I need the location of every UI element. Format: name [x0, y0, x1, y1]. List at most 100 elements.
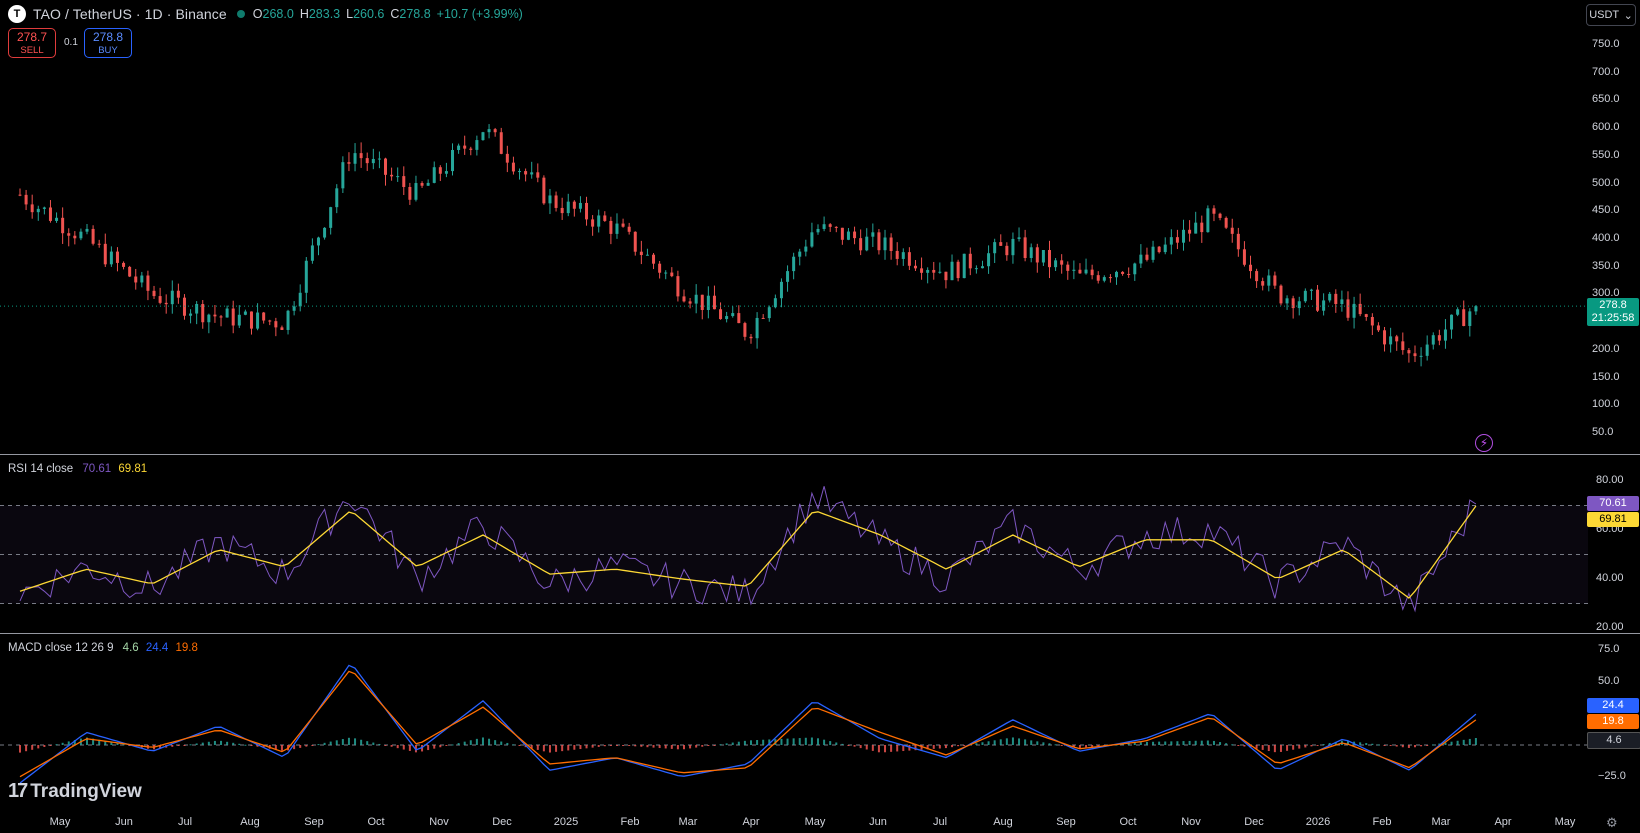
macd-histogram-bar [817, 738, 820, 745]
macd-histogram-bar [1036, 741, 1039, 745]
candle [1035, 247, 1039, 263]
macd-histogram-bar [762, 739, 765, 745]
lightning-icon[interactable]: ⚡ [1475, 434, 1493, 452]
macd-histogram-bar [1292, 745, 1295, 750]
price-pane [0, 124, 1588, 367]
candle [731, 313, 735, 317]
candle [950, 261, 954, 281]
macd-histogram-bar [804, 737, 807, 745]
signal-label: 19.8 [1587, 714, 1639, 729]
macd-histogram-bar [293, 745, 296, 750]
symbol-title[interactable]: TAO / TetherUS · 1D · Binance [33, 6, 227, 22]
candle [164, 302, 168, 305]
macd-histogram-bar [725, 743, 728, 745]
time-axis[interactable]: May Jun Jul Aug Sep Oct Nov Dec 2025 Feb Mar Apr May… [0, 812, 1588, 833]
macd-histogram-bar [890, 745, 893, 752]
ohlc-open: O268.0 [252, 7, 294, 21]
candle [353, 153, 357, 164]
price-tick: 450.0 [1592, 204, 1620, 217]
candle [1041, 250, 1045, 263]
candle [298, 292, 302, 307]
candle [286, 310, 290, 330]
macd-legend[interactable]: MACD close 12 26 9 4.6 24.4 19.8 [8, 642, 198, 654]
candle [213, 314, 217, 317]
time-tick: Jul [932, 816, 948, 828]
macd-histogram-bar [750, 740, 752, 745]
candle [347, 162, 351, 164]
pane-separator[interactable] [0, 454, 1640, 455]
candle [603, 215, 607, 221]
candle [560, 207, 564, 214]
candle [944, 271, 948, 281]
candle [725, 316, 729, 320]
candle [1084, 269, 1088, 274]
rsi-legend[interactable]: RSI 14 close 70.61 69.81 [8, 463, 147, 475]
macd-histogram-bar [1420, 745, 1423, 747]
candle [225, 308, 229, 318]
price-axis[interactable]: 750.0 700.0 650.0 600.0 550.0 500.0 450.0 400.0… [1588, 0, 1640, 454]
candle [1157, 246, 1161, 253]
candle [1218, 213, 1222, 218]
macd-histogram-bar [561, 745, 564, 752]
macd-histogram-bar [512, 744, 515, 746]
sell-button[interactable]: 278.7 SELL [8, 28, 56, 58]
candle [487, 129, 491, 133]
candle [639, 251, 643, 256]
candle [1127, 273, 1131, 275]
candle [493, 129, 497, 133]
macd-histogram-bar [548, 745, 551, 753]
macd-pane [0, 664, 1588, 784]
macd-histogram-bar [1267, 745, 1270, 752]
buy-button[interactable]: 278.8 BUY [84, 28, 132, 58]
macd-histogram-bar [841, 743, 844, 745]
candle [1261, 281, 1265, 286]
candle [243, 311, 247, 315]
candle [627, 226, 631, 232]
macd-histogram-bar [67, 741, 70, 745]
candle [1212, 208, 1216, 214]
macd-histogram-bar [1365, 743, 1368, 745]
candle [1456, 309, 1460, 315]
macd-histogram-bar [957, 745, 960, 747]
time-tick: 2025 [553, 816, 579, 828]
macd-histogram-bar [689, 745, 692, 749]
candle [1102, 277, 1106, 281]
candle [1285, 298, 1289, 304]
macd-axis[interactable]: 75.0 50.0 −25.0 [1588, 634, 1640, 810]
candle [694, 294, 698, 304]
macd-histogram-bar [1139, 742, 1142, 745]
sell-price: 278.7 [16, 30, 48, 44]
candle [1437, 335, 1441, 341]
macd-histogram-bar [1060, 745, 1063, 746]
currency-button[interactable]: USDT ⌄ [1586, 4, 1636, 26]
macd-histogram-bar [932, 745, 935, 749]
candle [926, 269, 930, 273]
ohlc-close: C278.8 [390, 7, 431, 21]
candle [420, 183, 424, 186]
rsi-tick: 40.00 [1596, 572, 1624, 584]
candle [1364, 314, 1368, 317]
macd-histogram-bar [323, 742, 326, 745]
macd-histogram-bar [1298, 745, 1301, 749]
macd-histogram-bar [1346, 740, 1349, 745]
macd-histogram-bar [676, 745, 679, 750]
time-tick: Jul [177, 816, 193, 828]
candle [1370, 316, 1374, 326]
pane-separator[interactable] [0, 633, 1640, 634]
tradingview-logo[interactable]: 17 TradingView [8, 780, 142, 803]
candle [1474, 306, 1478, 312]
candle [980, 266, 984, 269]
candle [30, 204, 34, 213]
macd-histogram-bar [1133, 742, 1136, 745]
gear-icon[interactable]: ⚙ [1606, 815, 1618, 830]
symbol-icon[interactable]: T [8, 5, 26, 23]
macd-histogram-bar [1359, 742, 1362, 745]
macd-histogram-bar [98, 739, 101, 745]
candle [1431, 335, 1435, 345]
macd-histogram-bar [280, 745, 283, 751]
rsi-axis[interactable]: 80.00 60.00 40.00 20.00 [1588, 455, 1640, 633]
price-tick: 750.0 [1592, 38, 1620, 50]
macd-histogram-bar [92, 738, 95, 745]
candle [475, 140, 479, 150]
